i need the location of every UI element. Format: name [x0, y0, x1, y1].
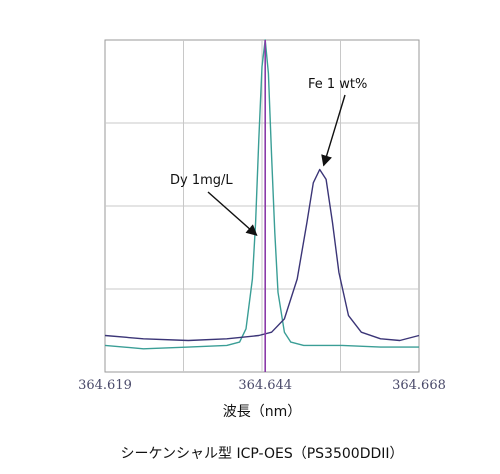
annotation-fe: Fe 1 wt% — [308, 77, 367, 92]
x-tick-labels: 364.619 364.644 364.668 — [78, 378, 446, 393]
x-tick-label: 364.644 — [238, 378, 292, 393]
annotation-arrow-dy — [207, 191, 258, 236]
figure-caption: シーケンシャル型 ICP-OES（PS3500DDII） — [120, 446, 403, 462]
annotation-dy: Dy 1mg/L — [170, 173, 233, 188]
x-tick-label: 364.668 — [392, 378, 446, 393]
annotation-arrow-fe — [321, 94, 346, 167]
annotation-layer: Fe 1 wt% Dy 1mg/L — [170, 77, 367, 236]
x-tick-label: 364.619 — [78, 378, 132, 393]
series-line-fe — [104, 168, 420, 342]
series-layer — [104, 39, 420, 372]
grid-lines — [105, 40, 419, 372]
x-axis-title: 波長（nm） — [223, 404, 302, 420]
